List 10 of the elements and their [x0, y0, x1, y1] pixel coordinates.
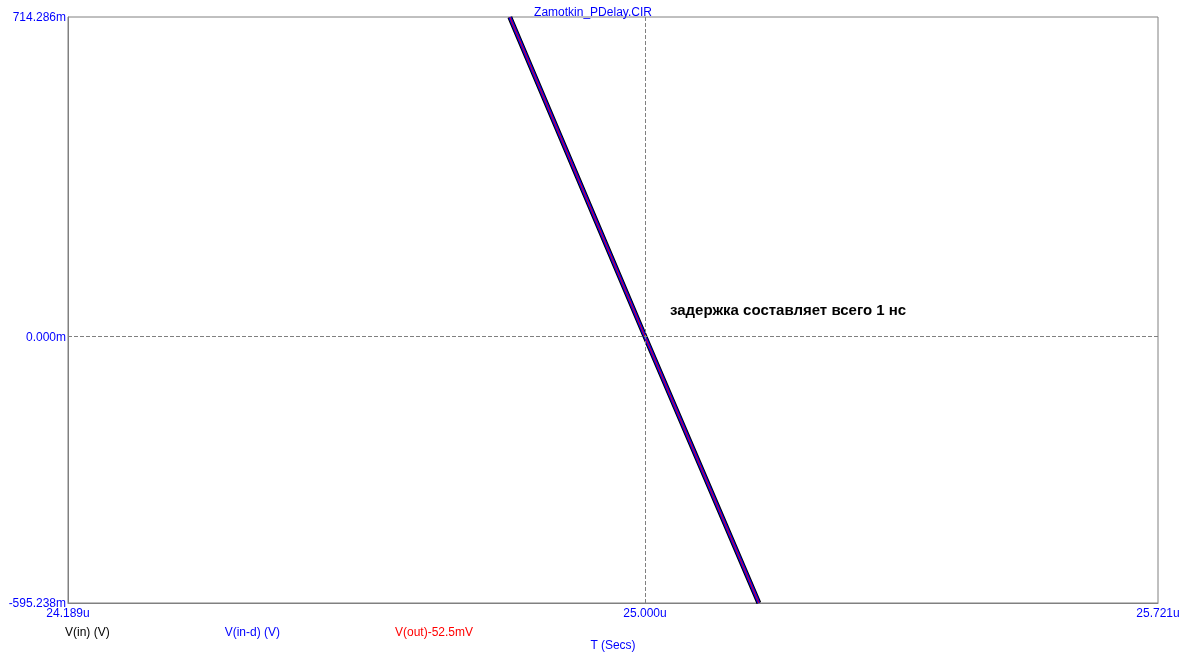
- text: V(in) (V): [65, 625, 110, 639]
- x-tick-label: 25.721u: [1136, 606, 1180, 620]
- text: V(out)-52.5mV: [395, 625, 474, 639]
- y-tick-label: 0.000m: [25, 329, 66, 344]
- text: V(in-d) (V): [224, 625, 281, 639]
- x-axis-title: T (Secs): [590, 638, 636, 652]
- chart-title: Zamotkin_PDelay.CIR: [534, 5, 653, 19]
- x-tick-label: 25.000u: [623, 606, 667, 620]
- y-tick-label: 714.286m: [12, 10, 66, 24]
- annotation: задержка составляет всего 1 нс: [670, 301, 907, 318]
